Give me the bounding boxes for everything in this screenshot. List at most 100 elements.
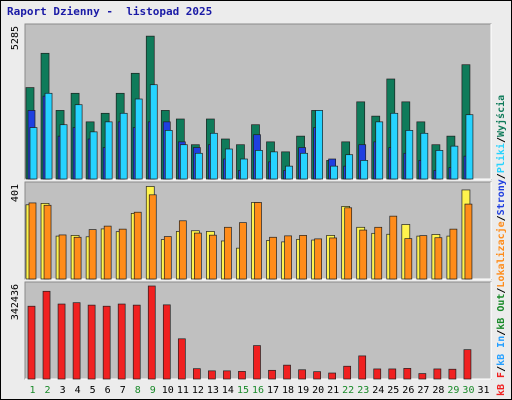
- bar-wejscia: [118, 228, 127, 280]
- bar-pliki: [465, 114, 474, 180]
- legend-separator: /: [496, 366, 507, 372]
- legend-item: Lokalizacje: [495, 221, 507, 287]
- x-tick-label: 4: [75, 385, 81, 396]
- bar-wejscia: [269, 236, 277, 280]
- bar-pliki: [330, 165, 338, 180]
- x-tick-label: 31: [477, 385, 489, 396]
- bar-pliki: [74, 104, 83, 180]
- x-tick-label: 17: [267, 385, 279, 396]
- bar-pliki: [195, 152, 203, 180]
- x-tick-label: 18: [282, 385, 294, 396]
- bar-wejscia: [359, 229, 368, 280]
- bar-wejscia: [148, 194, 157, 280]
- bar-wejscia: [43, 204, 52, 280]
- x-tick-label: 16: [252, 385, 264, 396]
- bar-wejscia: [434, 237, 443, 280]
- bar-kb-out: [208, 370, 216, 380]
- bar-pliki: [59, 124, 68, 180]
- bar-wejscia: [464, 203, 473, 280]
- bar-pliki: [225, 148, 233, 180]
- bar-wejscia: [28, 202, 37, 280]
- x-tick-label: 8: [135, 385, 141, 396]
- bar-kb-out: [193, 368, 201, 380]
- x-tick-label: 15: [237, 385, 249, 396]
- bar-wejscia: [133, 211, 142, 280]
- x-tick-label: 25: [387, 385, 399, 396]
- x-tick-label: 6: [105, 385, 111, 396]
- bar-wejscia: [404, 238, 413, 280]
- bar-kb-out: [283, 364, 291, 380]
- bar-kb-out: [358, 355, 367, 380]
- y-max-label: 342436: [10, 284, 21, 320]
- x-tick-label: 21: [327, 385, 339, 396]
- bar-pliki: [345, 154, 354, 180]
- bar-wejscia: [299, 235, 307, 280]
- bar-pliki: [390, 112, 399, 180]
- x-tick-label: 26: [402, 385, 414, 396]
- bar-kb-out: [448, 368, 457, 380]
- x-tick-label: 10: [162, 385, 174, 396]
- bar-kb-out: [388, 368, 397, 380]
- bar-wejscia: [389, 215, 398, 280]
- legend-item: kB Out: [496, 294, 507, 330]
- bar-kb-out: [72, 302, 81, 380]
- bar-kb-out: [253, 345, 261, 380]
- bar-kb-out: [102, 305, 111, 380]
- bar-kb-out: [313, 371, 321, 380]
- bar-pliki: [149, 84, 158, 180]
- bar-kb-out: [147, 285, 156, 380]
- bar-pliki: [300, 152, 308, 180]
- bar-kb-out: [373, 368, 382, 380]
- bar-wejscia: [209, 234, 217, 280]
- x-tick-label: 11: [177, 385, 189, 396]
- bar-pliki: [420, 132, 429, 180]
- bar-kb-out: [463, 349, 472, 380]
- chart-title: Raport Dzienny - listopad 2025: [7, 5, 213, 18]
- bar-pliki: [89, 131, 98, 180]
- bar-wejscia: [58, 234, 67, 280]
- bar-pliki: [210, 132, 218, 180]
- x-tick-label: 14: [222, 385, 234, 396]
- bar-pliki: [315, 110, 323, 180]
- x-tick-label: 5: [90, 385, 96, 396]
- x-tick-label: 30: [462, 385, 474, 396]
- bar-pliki: [104, 121, 113, 180]
- bar-kb-out: [57, 303, 66, 380]
- bar-kb-out: [298, 369, 306, 380]
- bar-pliki: [179, 144, 188, 180]
- legend-separator: /: [496, 330, 507, 336]
- legend-item: kB F: [496, 372, 507, 396]
- legend-separator: /: [496, 288, 507, 294]
- bar-wejscia: [73, 236, 82, 280]
- bar-pliki: [450, 145, 459, 180]
- bar-wejscia: [344, 207, 353, 280]
- bar-wejscia: [254, 202, 262, 280]
- bar-wejscia: [284, 235, 292, 280]
- bar-pliki: [119, 112, 128, 180]
- bar-wejscia: [194, 232, 202, 280]
- bar-kb-out: [117, 303, 126, 380]
- legend-item: Strony: [496, 179, 507, 215]
- x-tick-label: 23: [357, 385, 369, 396]
- bar-pliki: [255, 150, 263, 180]
- bar-wejscia: [239, 222, 247, 280]
- x-tick-label: 20: [312, 385, 324, 396]
- y-max-label: 401: [10, 184, 21, 202]
- bar-kb-out: [162, 304, 171, 380]
- bar-kb-out: [42, 290, 51, 380]
- bar-wejscia: [103, 225, 112, 280]
- x-tick-label: 28: [432, 385, 444, 396]
- bar-kb-out: [223, 370, 231, 380]
- bar-pliki: [405, 130, 414, 180]
- bar-wejscia: [374, 226, 383, 280]
- x-tick-label: 1: [30, 385, 36, 396]
- legend-item: kB In: [496, 336, 507, 366]
- bar-kb-out: [238, 371, 246, 380]
- bar-pliki: [360, 160, 369, 180]
- bar-pliki: [270, 151, 278, 180]
- legend: kB F/kB In/kB Out/Lokalizacje/Strony/Pli…: [495, 95, 507, 396]
- x-tick-label: 9: [150, 385, 156, 396]
- bar-wejscia: [419, 235, 428, 280]
